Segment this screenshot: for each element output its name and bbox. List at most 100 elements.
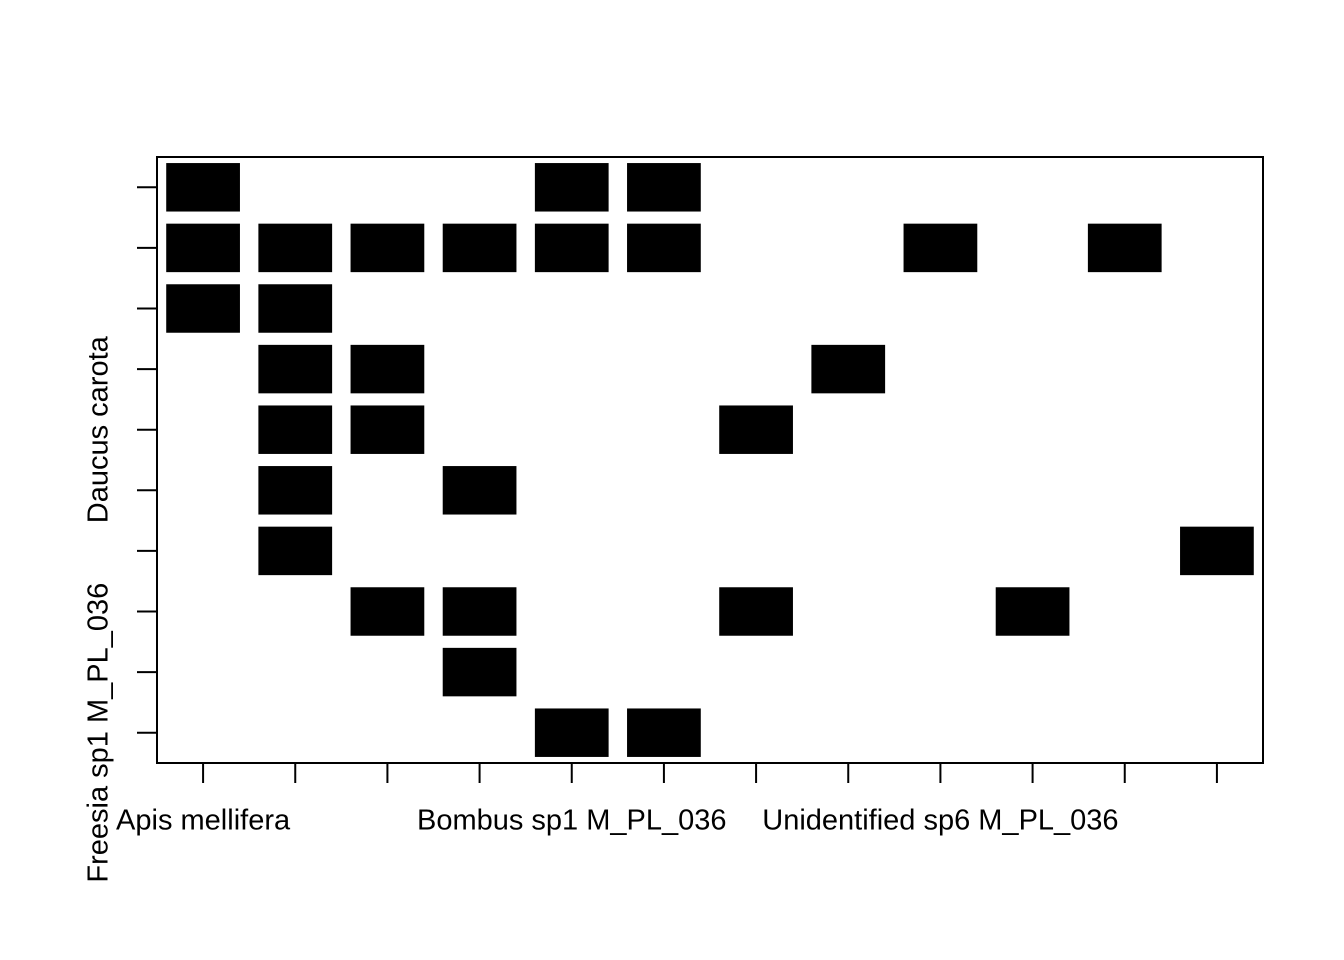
cell — [811, 587, 886, 636]
cell — [258, 708, 333, 757]
cell — [627, 647, 701, 697]
cell — [258, 587, 333, 636]
cell — [1180, 647, 1254, 697]
cell — [627, 163, 701, 212]
cell — [719, 405, 793, 454]
cell — [442, 163, 517, 212]
cell — [166, 223, 240, 273]
cell — [719, 223, 793, 273]
cell — [258, 647, 333, 697]
cell — [903, 526, 978, 576]
x-tick-label: Apis mellifera — [116, 805, 291, 837]
cell — [903, 223, 978, 273]
cell — [995, 647, 1070, 697]
cell — [903, 284, 978, 333]
cell — [166, 526, 240, 576]
cell — [811, 163, 886, 212]
cell — [1180, 526, 1254, 576]
cell — [1087, 526, 1162, 576]
cell — [350, 284, 425, 333]
cell — [350, 405, 425, 454]
cell — [811, 647, 886, 697]
cell — [350, 466, 425, 515]
cell — [811, 708, 886, 757]
cell — [811, 466, 886, 515]
cell — [166, 405, 240, 454]
cell — [534, 344, 609, 394]
cell — [995, 708, 1070, 757]
cell — [534, 708, 609, 757]
cell — [903, 466, 978, 515]
cell — [166, 163, 240, 212]
cell — [811, 526, 886, 576]
cell — [1087, 647, 1162, 697]
cell — [811, 405, 886, 454]
cell — [811, 223, 886, 273]
cell — [442, 647, 517, 697]
cell — [627, 344, 701, 394]
cell — [1180, 405, 1254, 454]
cell — [350, 223, 425, 273]
cell — [1087, 284, 1162, 333]
cell — [534, 405, 609, 454]
cell — [627, 284, 701, 333]
cell — [442, 466, 517, 515]
cell — [811, 284, 886, 333]
cell — [719, 466, 793, 515]
cell — [995, 163, 1070, 212]
cell — [1180, 163, 1254, 212]
cell — [166, 708, 240, 757]
cell — [719, 587, 793, 636]
cell — [258, 466, 333, 515]
cell — [719, 284, 793, 333]
cell — [995, 284, 1070, 333]
y-tick-label: Freesia sp1 M_PL_036 — [83, 583, 115, 883]
cell — [166, 284, 240, 333]
cell — [166, 587, 240, 636]
cell — [534, 587, 609, 636]
cell — [1087, 344, 1162, 394]
cell — [1087, 587, 1162, 636]
cell — [1180, 466, 1254, 515]
cell — [995, 466, 1070, 515]
cell — [442, 405, 517, 454]
cell — [903, 587, 978, 636]
cell — [442, 344, 517, 394]
cell — [258, 344, 333, 394]
cell — [442, 587, 517, 636]
y-tick-label: Daucus carota — [83, 335, 115, 523]
cell — [534, 466, 609, 515]
cell — [166, 647, 240, 697]
cell — [995, 344, 1070, 394]
cell — [1180, 284, 1254, 333]
cell — [442, 223, 517, 273]
cell — [166, 344, 240, 394]
cell — [1087, 708, 1162, 757]
cell — [534, 163, 609, 212]
cell — [534, 526, 609, 576]
cell — [719, 647, 793, 697]
cell — [995, 405, 1070, 454]
cell — [350, 526, 425, 576]
cell — [258, 223, 333, 273]
cell — [534, 647, 609, 697]
cell — [995, 587, 1070, 636]
cell — [719, 708, 793, 757]
cell — [627, 223, 701, 273]
cell — [811, 344, 886, 394]
x-tick-label: Bombus sp1 M_PL_036 — [417, 805, 727, 837]
cell — [1180, 587, 1254, 636]
cell — [534, 223, 609, 273]
cell — [1087, 223, 1162, 273]
cell — [350, 587, 425, 636]
cell — [442, 526, 517, 576]
cell — [1087, 405, 1162, 454]
cell — [534, 284, 609, 333]
cell — [442, 284, 517, 333]
cell — [995, 526, 1070, 576]
cell — [719, 344, 793, 394]
cell — [903, 708, 978, 757]
cell — [442, 708, 517, 757]
cell — [166, 466, 240, 515]
